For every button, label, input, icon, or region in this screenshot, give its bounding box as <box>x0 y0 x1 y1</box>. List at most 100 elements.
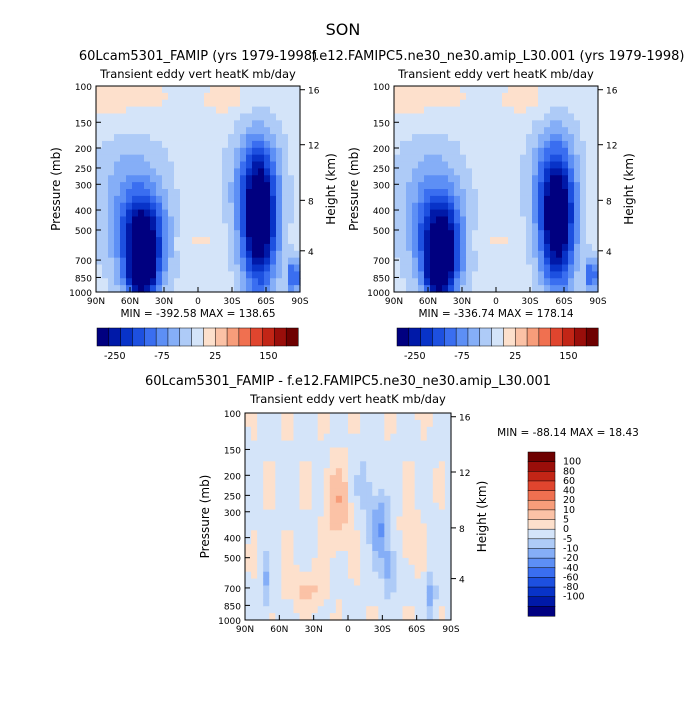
heatmap-cell <box>252 209 259 218</box>
heatmap-cell <box>354 530 361 538</box>
heatmap-cell <box>354 447 361 455</box>
heatmap-cell <box>544 223 551 231</box>
heatmap-cell <box>568 120 575 128</box>
heatmap-cell <box>287 613 295 621</box>
heatmap-cell <box>305 551 313 559</box>
heatmap-cell <box>586 243 593 252</box>
heatmap-cell <box>514 140 521 149</box>
x-tick-label: 60S <box>257 297 274 307</box>
heatmap-cell <box>586 120 593 128</box>
heatmap-cell <box>317 599 325 607</box>
heatmap-cell <box>174 216 181 224</box>
heatmap-cell <box>96 223 103 231</box>
heatmap-cell <box>484 243 491 252</box>
heatmap-cell <box>305 599 313 607</box>
heatmap-cell <box>329 426 337 435</box>
heatmap-cell <box>156 278 163 286</box>
heatmap-cell <box>526 134 533 142</box>
heatmap-cell <box>420 578 428 587</box>
heatmap-cell <box>305 475 313 483</box>
heatmap-cell <box>402 488 410 497</box>
heatmap-cell <box>222 134 229 142</box>
heatmap-cell <box>442 285 449 293</box>
heatmap-cell <box>293 482 301 490</box>
heatmap-cell <box>394 120 401 128</box>
heatmap-cell <box>466 189 473 197</box>
heatmap-cell <box>384 613 392 621</box>
heatmap-cell <box>454 216 461 224</box>
heatmap-cell <box>562 99 569 108</box>
heatmap-cell <box>210 189 217 197</box>
colorbar-swatch <box>527 519 556 530</box>
heatmap-cell <box>550 86 557 94</box>
heatmap-cell <box>348 613 355 621</box>
heatmap-cell <box>240 175 247 183</box>
heatmap-cell <box>204 161 211 169</box>
heatmap-cell <box>120 285 127 293</box>
heatmap-cell <box>466 140 473 149</box>
heatmap-cell <box>454 223 461 231</box>
heatmap-cell <box>372 440 379 449</box>
heatmap-cell <box>430 120 437 128</box>
heatmap-cell <box>384 606 392 614</box>
heatmap-cell <box>108 257 115 266</box>
x-tick-label: 0 <box>195 297 201 307</box>
heatmap-cell <box>288 161 295 169</box>
heatmap-cell <box>269 551 276 559</box>
heatmap-cell <box>156 134 163 142</box>
heatmap-cell <box>144 278 151 286</box>
heatmap-cell <box>216 92 223 101</box>
heatmap-cell <box>276 134 283 142</box>
heatmap-cell <box>538 147 545 156</box>
heatmap-cell <box>402 495 410 504</box>
heatmap-cell <box>257 564 264 573</box>
heatmap-cell <box>444 571 452 580</box>
heatmap-cell <box>252 175 259 183</box>
heatmap-cell <box>198 264 205 272</box>
heatmap-cell <box>402 551 410 559</box>
colorbar-swatch <box>179 327 193 347</box>
heatmap-cell <box>514 147 521 156</box>
heatmap-cell <box>329 419 337 428</box>
heatmap-cell <box>102 285 109 293</box>
heatmap-cell <box>329 585 337 593</box>
heatmap-cell <box>400 209 407 218</box>
heatmap-cell <box>108 189 115 197</box>
heatmap-cell <box>204 271 211 279</box>
heatmap-cell <box>438 537 446 545</box>
heatmap-cell <box>348 592 355 600</box>
heatmap-cell <box>580 250 587 259</box>
heatmap-cell <box>430 209 437 218</box>
heatmap-cell <box>281 613 289 621</box>
heatmap-cell <box>282 257 289 266</box>
heatmap-cell <box>502 271 509 279</box>
heatmap-cell <box>396 592 404 600</box>
heatmap-cell <box>490 182 497 190</box>
heatmap-cell <box>466 230 473 238</box>
heatmap-cell <box>532 140 539 149</box>
heatmap-cell <box>448 223 455 231</box>
heatmap-cell <box>556 230 563 238</box>
heatmap-cell <box>514 161 521 169</box>
heatmap-cell <box>436 271 443 279</box>
heatmap-cell <box>186 154 193 163</box>
heatmap-cell <box>438 613 446 621</box>
heatmap-cell <box>251 461 258 469</box>
heatmap-cell <box>192 168 199 176</box>
colorbar-swatch <box>527 451 556 463</box>
heatmap-cell <box>288 154 295 163</box>
heatmap-cell <box>240 140 247 149</box>
heatmap-cell <box>252 216 259 224</box>
heatmap-cell <box>132 257 139 266</box>
heatmap-cell <box>186 127 193 135</box>
heatmap-cell <box>293 516 301 524</box>
heatmap-cell <box>426 530 434 538</box>
heatmap-cell <box>263 468 270 476</box>
heatmap-cell <box>222 285 229 293</box>
heatmap-cell <box>592 257 599 266</box>
y-tick-label: 300 <box>373 181 390 191</box>
heatmap-cell <box>138 230 145 238</box>
heatmap-cell <box>466 182 473 190</box>
heatmap-cell <box>341 454 349 462</box>
colorbar-swatch <box>285 327 299 347</box>
